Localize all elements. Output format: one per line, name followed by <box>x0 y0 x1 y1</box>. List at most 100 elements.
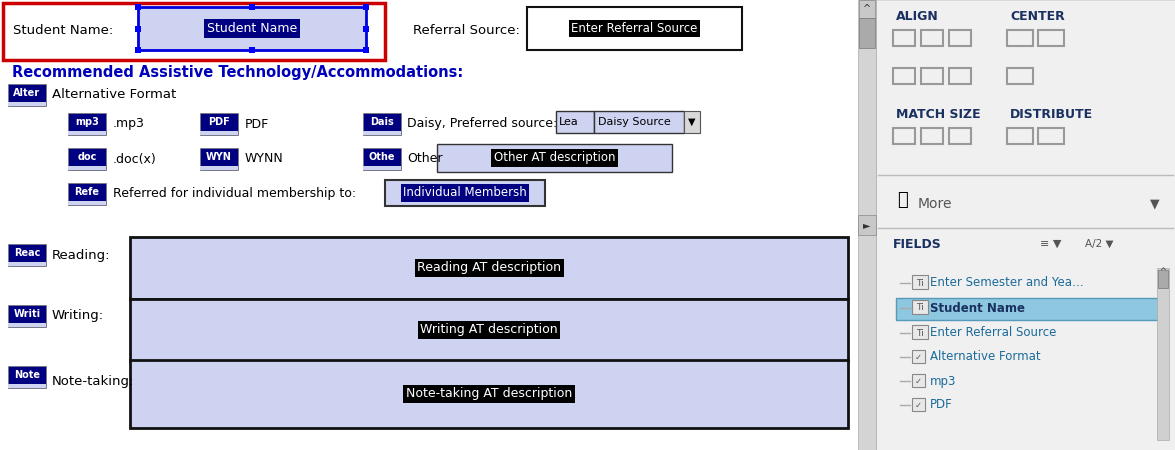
Text: Student Name:: Student Name: <box>13 24 113 37</box>
Bar <box>68 148 106 170</box>
Bar <box>897 298 1166 320</box>
Bar <box>858 0 877 450</box>
Bar <box>200 131 239 135</box>
Text: Lea: Lea <box>559 117 579 127</box>
Text: Daisy Source: Daisy Source <box>598 117 671 127</box>
Bar <box>130 299 848 361</box>
Bar <box>684 111 700 133</box>
Text: Other AT description: Other AT description <box>494 152 616 165</box>
Text: ✓: ✓ <box>915 400 922 410</box>
Bar <box>859 0 875 18</box>
Bar <box>1038 30 1065 46</box>
Bar <box>1157 268 1169 440</box>
Text: Enter Referral Source: Enter Referral Source <box>571 22 698 35</box>
Text: Ti: Ti <box>916 328 924 338</box>
Bar <box>8 84 46 106</box>
Bar <box>0 0 858 450</box>
Bar <box>4 3 385 60</box>
Bar <box>68 113 106 135</box>
Text: Enter Referral Source: Enter Referral Source <box>929 327 1056 339</box>
Text: Alter: Alter <box>13 88 41 98</box>
Text: doc: doc <box>78 152 96 162</box>
Bar <box>949 30 971 46</box>
Bar <box>437 144 672 172</box>
Bar <box>8 384 46 388</box>
Text: Referral Source:: Referral Source: <box>412 24 519 37</box>
Bar <box>68 201 106 205</box>
Bar <box>68 183 106 205</box>
Text: WYNN: WYNN <box>246 153 283 166</box>
Bar <box>137 7 365 50</box>
Bar <box>912 374 925 387</box>
Text: Other: Other <box>407 153 443 166</box>
Bar <box>385 180 545 206</box>
Text: More: More <box>918 197 953 211</box>
Bar <box>8 366 46 388</box>
Bar <box>893 30 915 46</box>
Bar <box>921 128 944 144</box>
Bar <box>130 360 848 428</box>
Text: ≡ ▼: ≡ ▼ <box>1040 239 1061 249</box>
Text: PDF: PDF <box>929 399 953 411</box>
Bar <box>1007 68 1033 84</box>
Text: ✓: ✓ <box>915 352 922 361</box>
Text: Daisy, Preferred source:: Daisy, Preferred source: <box>407 117 557 130</box>
Text: Enter Semester and Yea…: Enter Semester and Yea… <box>929 276 1083 289</box>
Text: Note: Note <box>14 370 40 380</box>
Text: Writing AT description: Writing AT description <box>421 324 558 337</box>
Bar <box>363 166 401 170</box>
Text: Alternative Format: Alternative Format <box>52 89 176 102</box>
Bar <box>68 131 106 135</box>
Bar <box>921 68 944 84</box>
Bar <box>130 237 848 299</box>
Text: Reading AT description: Reading AT description <box>417 261 560 274</box>
Bar <box>68 166 106 170</box>
Bar <box>893 128 915 144</box>
Bar <box>8 323 46 327</box>
Bar <box>8 102 46 106</box>
Text: PDF: PDF <box>208 117 230 127</box>
Text: ▼: ▼ <box>689 117 696 127</box>
Text: mp3: mp3 <box>929 374 956 387</box>
Text: PDF: PDF <box>246 117 269 130</box>
Bar <box>595 111 684 133</box>
Text: Alternative Format: Alternative Format <box>929 351 1041 364</box>
Text: .doc(x): .doc(x) <box>113 153 156 166</box>
Text: FIELDS: FIELDS <box>893 238 941 251</box>
Bar <box>1007 128 1033 144</box>
Bar <box>949 68 971 84</box>
Bar <box>200 148 239 170</box>
Text: DISTRIBUTE: DISTRIBUTE <box>1010 108 1093 122</box>
Bar <box>528 7 741 50</box>
Text: CENTER: CENTER <box>1010 10 1065 23</box>
Bar <box>1007 30 1033 46</box>
Text: mp3: mp3 <box>75 117 99 127</box>
Bar <box>912 350 925 363</box>
Text: WYN: WYN <box>206 152 231 162</box>
Bar <box>363 131 401 135</box>
Bar <box>912 300 928 314</box>
Text: Note-taking AT description: Note-taking AT description <box>405 387 572 400</box>
Text: Writing:: Writing: <box>52 309 105 321</box>
Bar <box>912 275 928 289</box>
Text: .mp3: .mp3 <box>113 117 145 130</box>
Bar <box>949 128 971 144</box>
Bar <box>912 398 925 411</box>
Text: ^: ^ <box>1160 267 1167 276</box>
Text: Student Name: Student Name <box>207 22 297 35</box>
Text: Reac: Reac <box>14 248 40 258</box>
Text: A/2 ▼: A/2 ▼ <box>1085 239 1114 249</box>
Text: 🔧: 🔧 <box>897 191 908 209</box>
Text: Ti: Ti <box>916 303 924 312</box>
Text: ALIGN: ALIGN <box>897 10 939 23</box>
Text: Writi: Writi <box>13 309 41 319</box>
Text: Dais: Dais <box>370 117 394 127</box>
Text: Ti: Ti <box>916 279 924 288</box>
Bar <box>8 262 46 266</box>
Text: ►: ► <box>864 220 871 230</box>
Text: Othe: Othe <box>369 152 395 162</box>
Text: Recommended Assistive Technology/Accommodations:: Recommended Assistive Technology/Accommo… <box>12 64 463 80</box>
Text: MATCH SIZE: MATCH SIZE <box>897 108 981 122</box>
Text: Student Name: Student Name <box>929 302 1025 315</box>
Text: Note-taking:: Note-taking: <box>52 374 134 387</box>
